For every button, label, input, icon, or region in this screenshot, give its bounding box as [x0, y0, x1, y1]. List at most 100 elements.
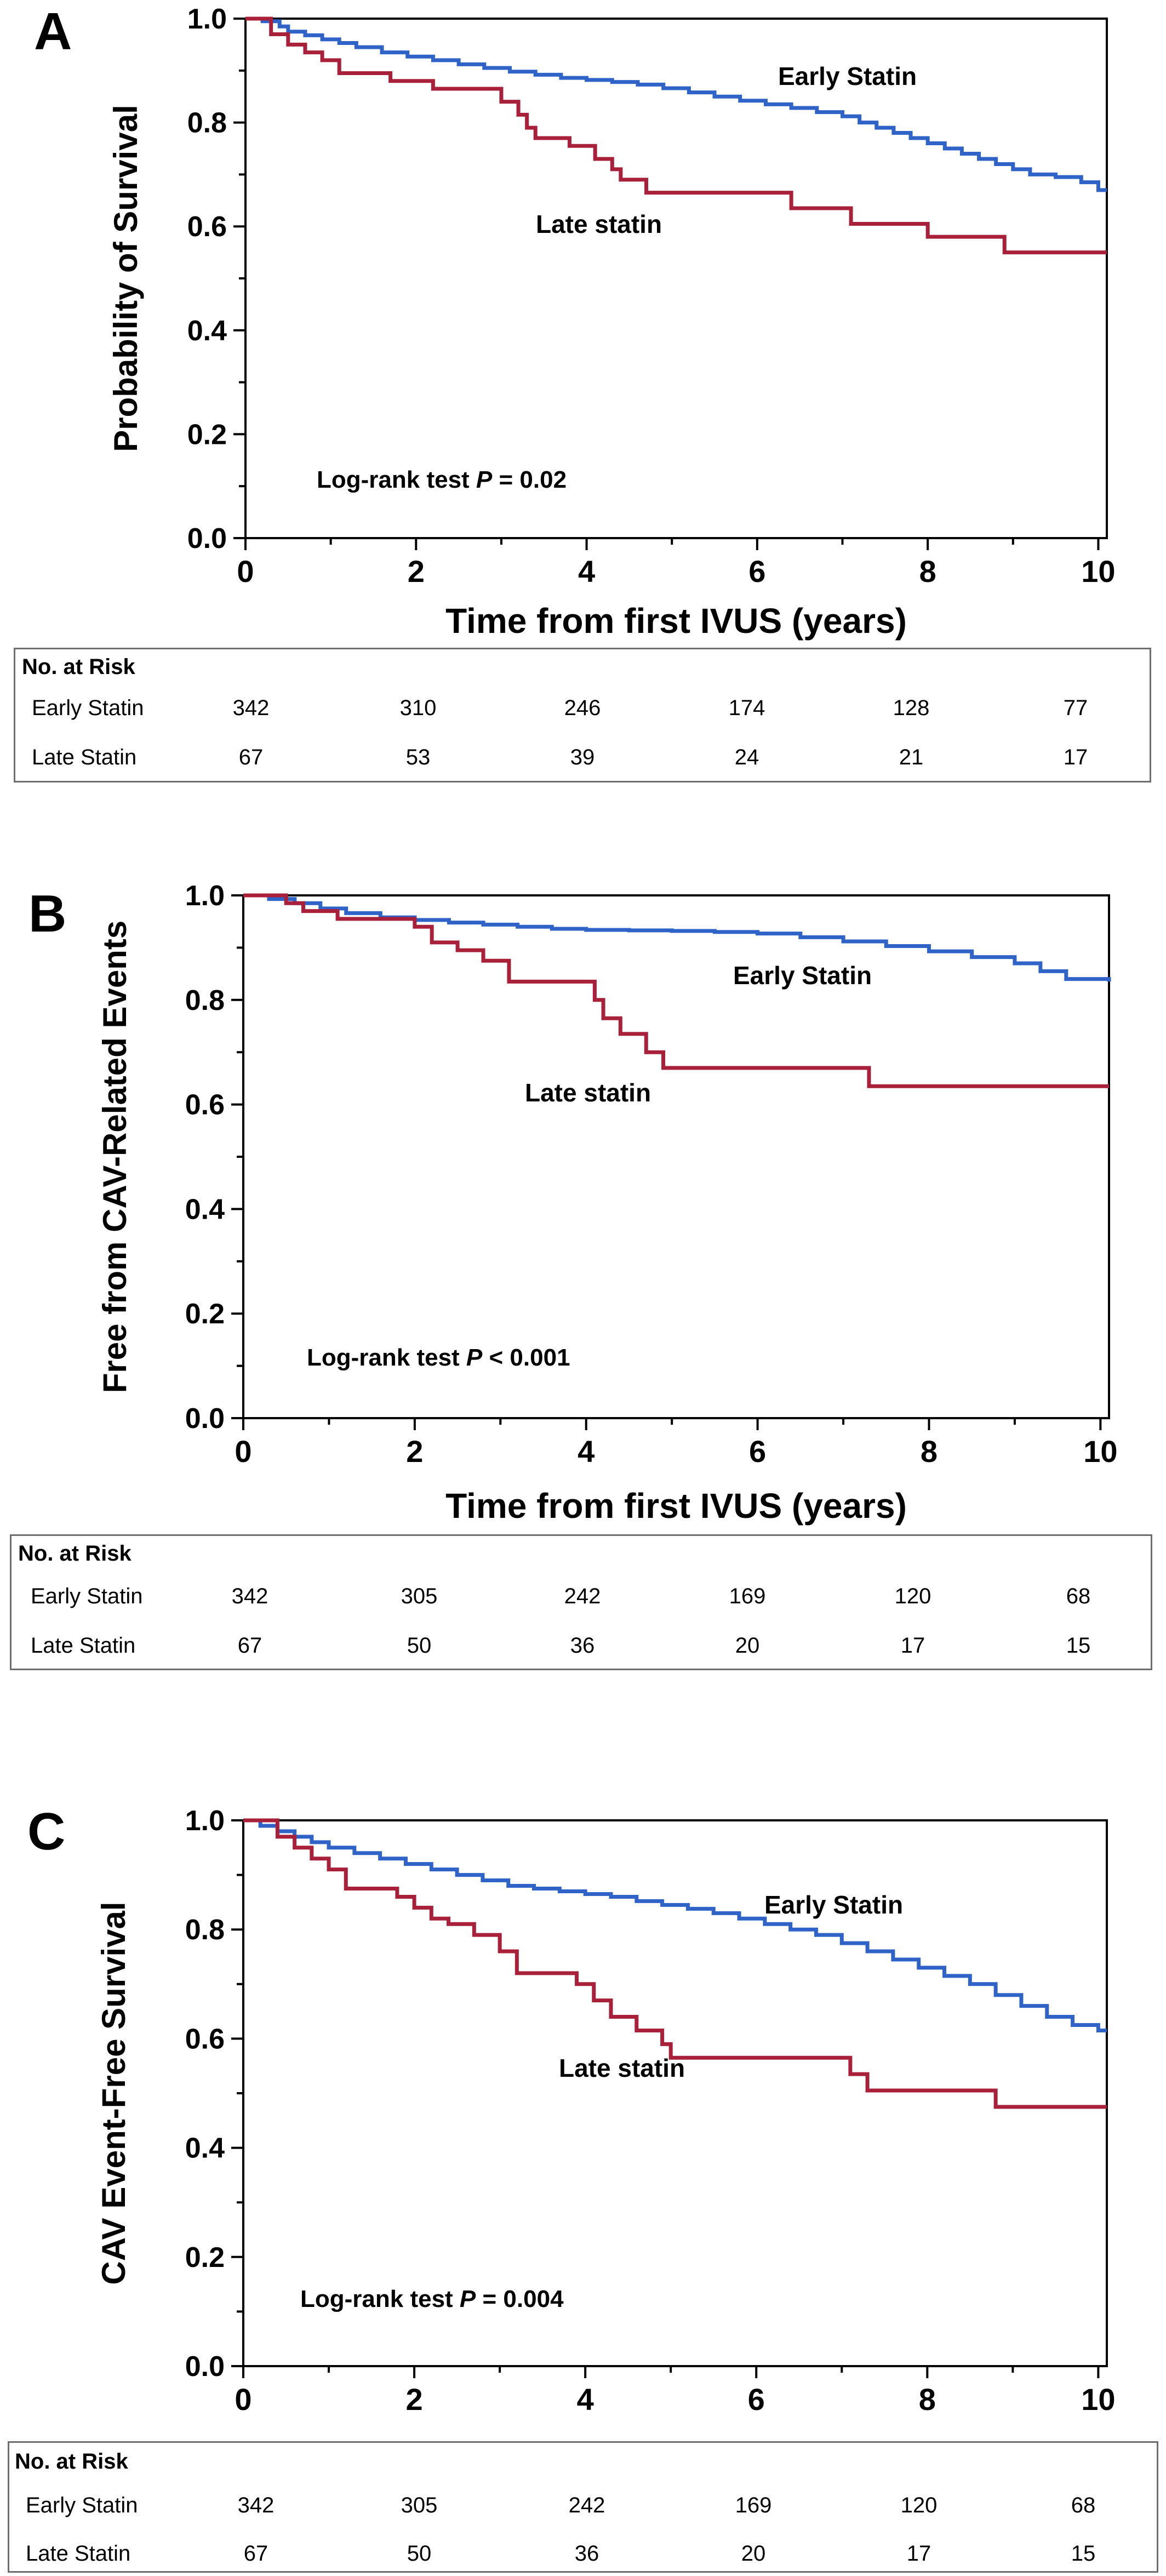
y-tick-label: 0.0: [185, 2351, 225, 2383]
x-tick-label: 10: [1083, 1434, 1117, 1469]
chart-a-svg: A 0.0 0.2 0.4 0.6 0.8 1.0 0 2 4 6 8 10 Time from firs…: [34, 2, 1116, 641]
x-tick-label: 8: [919, 2382, 936, 2417]
risk-row-label-early: Early Statin: [32, 696, 144, 720]
series-line-early-statin: [243, 893, 1111, 982]
risk-cell: 50: [407, 2541, 432, 2566]
panel-a: A 0.0 0.2 0.4 0.6 0.8 1.0 0 2 4 6 8 10 Time from firs…: [0, 0, 1166, 789]
series-line-late-statin: [243, 1818, 1107, 2109]
risk-row-label-early: Early Statin: [26, 2493, 138, 2517]
risk-table-c: No. at Risk Early Statin Late Statin 342…: [8, 2441, 1158, 2573]
risk-cell: 53: [405, 745, 431, 769]
risk-cell: 21: [899, 745, 924, 769]
risk-cell: 68: [1066, 1584, 1091, 1608]
panel-letter: C: [27, 1802, 65, 1861]
y-tick-label: 0.0: [187, 523, 227, 555]
y-tick-label: 0.2: [185, 1298, 225, 1330]
risk-cell: 342: [237, 2493, 275, 2517]
risk-cell: 77: [1063, 696, 1088, 720]
series-line-early-statin: [243, 1818, 1107, 2032]
series-line-late-statin: [243, 893, 1109, 1088]
risk-cell: 24: [734, 745, 759, 769]
risk-cell: 310: [399, 696, 437, 720]
risk-cell: 17: [1063, 745, 1088, 769]
y-axis-title: Free from CAV-Related Events: [96, 921, 133, 1393]
risk-table-title: No. at Risk: [22, 655, 135, 679]
x-tick-label: 10: [1081, 554, 1115, 589]
risk-cell: 120: [900, 2493, 938, 2517]
y-tick-label: 0.2: [185, 2242, 225, 2274]
x-tick-label: 0: [235, 1434, 252, 1469]
risk-table-title: No. at Risk: [15, 2449, 128, 2474]
risk-cell: 17: [906, 2541, 931, 2566]
y-tick-label: 0.8: [185, 985, 225, 1016]
x-tick-label: 10: [1081, 2382, 1115, 2417]
series-line-early-statin: [245, 16, 1107, 192]
series-label-early: Early Statin: [778, 62, 917, 90]
x-axis-title: Time from first IVUS (years): [445, 601, 907, 641]
x-tick-label: 8: [921, 1434, 938, 1469]
x-tick-label: 4: [578, 1434, 595, 1469]
y-tick-label: 0.8: [187, 107, 227, 139]
plot-frame: [242, 1819, 1108, 2367]
series-label-late: Late statin: [559, 2054, 685, 2082]
y-tick-label: 0.4: [185, 2133, 225, 2164]
x-tick-label: 4: [578, 554, 595, 589]
series-label-early: Early Statin: [764, 1890, 903, 1919]
panel-letter: A: [34, 2, 72, 61]
risk-cell: 15: [1066, 1633, 1091, 1658]
y-axis-title: CAV Event-Free Survival: [95, 1901, 132, 2284]
risk-cell: 67: [238, 745, 264, 769]
y-tick-label: 0.6: [185, 1089, 225, 1121]
risk-table-a: No. at Risk Early Statin Late Statin 342…: [14, 648, 1151, 782]
risk-cell: 169: [729, 1584, 766, 1608]
risk-cell: 305: [401, 1584, 438, 1608]
log-rank-annotation: Log-rank test P = 0.02: [317, 466, 567, 493]
y-tick-label: 0.0: [185, 1403, 225, 1435]
log-rank-annotation: Log-rank test P = 0.004: [300, 2286, 564, 2312]
risk-cell: 17: [900, 1633, 925, 1658]
y-tick-label: 1.0: [187, 3, 227, 35]
x-tick-label: 4: [577, 2382, 594, 2417]
risk-cell: 169: [735, 2493, 772, 2517]
risk-cell: 305: [401, 2493, 438, 2517]
x-tick-label: 6: [749, 1434, 766, 1469]
risk-cell: 342: [232, 696, 270, 720]
risk-row-label-late: Late Statin: [31, 1633, 136, 1658]
risk-row-label-late: Late Statin: [26, 2541, 131, 2566]
risk-cell: 120: [894, 1584, 931, 1608]
y-axis-title: Probability of Survival: [107, 105, 144, 452]
chart-b-svg: B 0.0 0.2 0.4 0.6 0.8 1.0 0 2 4 6 8 10 Time from firs…: [28, 880, 1118, 1526]
risk-cell: 246: [564, 696, 601, 720]
y-tick-label: 1.0: [185, 880, 225, 912]
panel-b: B 0.0 0.2 0.4 0.6 0.8 1.0 0 2 4 6 8 10 Time from firs…: [0, 855, 1166, 1670]
y-tick-label: 0.6: [187, 211, 227, 243]
y-tick-label: 0.4: [187, 315, 227, 347]
x-tick-label: 6: [748, 554, 765, 589]
y-tick-label: 0.4: [185, 1193, 225, 1225]
series-label-late: Late statin: [536, 210, 662, 238]
panel-letter: B: [28, 884, 66, 943]
x-tick-label: 2: [406, 1434, 423, 1469]
y-tick-label: 1.0: [185, 1805, 225, 1837]
risk-cell: 67: [237, 1633, 262, 1658]
risk-cell: 67: [243, 2541, 268, 2566]
risk-cell: 342: [231, 1584, 268, 1608]
risk-cell: 36: [570, 1633, 595, 1658]
risk-cell: 20: [735, 1633, 760, 1658]
y-tick-label: 0.8: [185, 1914, 225, 1946]
plot-frame: [242, 894, 1110, 1419]
x-tick-label: 8: [919, 554, 936, 589]
risk-cell: 174: [728, 696, 765, 720]
x-tick-label: 0: [237, 554, 254, 589]
plot-frame: [244, 18, 1108, 539]
risk-cell: 128: [893, 696, 930, 720]
risk-row-label-late: Late Statin: [32, 745, 137, 769]
y-tick-label: 0.2: [187, 419, 227, 450]
x-tick-label: 0: [235, 2382, 252, 2417]
x-tick-label: 2: [408, 554, 425, 589]
log-rank-annotation: Log-rank test P < 0.001: [307, 1344, 570, 1371]
risk-row-label-early: Early Statin: [31, 1584, 143, 1608]
risk-cell: 20: [741, 2541, 766, 2566]
series-label-early: Early Statin: [733, 961, 872, 990]
x-tick-label: 2: [406, 2382, 423, 2417]
